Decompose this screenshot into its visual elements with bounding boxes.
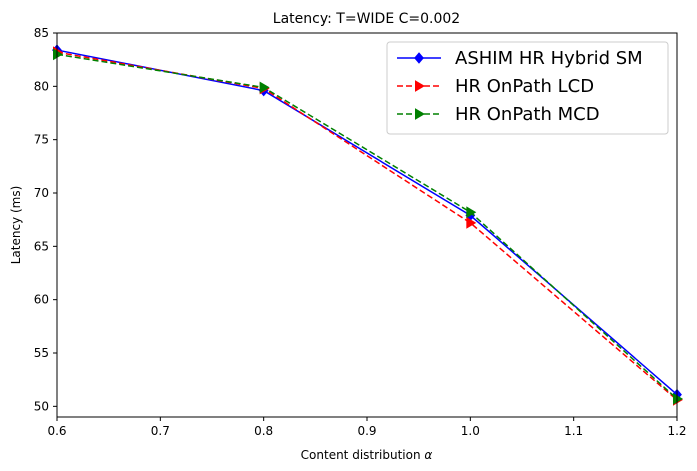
- legend-marker-1: [414, 52, 424, 64]
- x-tick-label: 0.8: [254, 424, 273, 438]
- legend-marker-3: [415, 108, 425, 120]
- legend: ASHIM HR Hybrid SM HR OnPath LCD HR OnPath…: [386, 41, 669, 135]
- legend-box: [386, 41, 669, 135]
- y-tick-label: 85: [34, 26, 49, 40]
- y-tick-label: 60: [34, 293, 49, 307]
- y-tick-label: 65: [34, 239, 49, 253]
- y-tick-label: 80: [34, 79, 49, 93]
- x-tick-label: 0.7: [151, 424, 170, 438]
- legend-marker-2: [415, 80, 425, 92]
- series-line-3: [56, 53, 678, 400]
- chart-title: Latency: T=WIDE C=0.002: [273, 11, 460, 27]
- data-point-2-3: [466, 216, 477, 229]
- x-tick-label: 1.1: [564, 424, 583, 438]
- x-axis-title-text: Content distribution: [301, 448, 421, 462]
- y-tick-label: 75: [34, 133, 49, 147]
- y-tick-label: 55: [34, 346, 49, 360]
- data-point-3-3: [466, 206, 477, 219]
- x-tick-label: 0.6: [47, 424, 66, 438]
- legend-label-1: ASHIM HR Hybrid SM: [455, 48, 643, 69]
- x-axis-title: Content distribution α: [301, 448, 433, 462]
- axes: 0.6 0.7 0.8 0.9 1.0 1.1 1.2 50 55 60 65 70 75 80 85: [34, 26, 687, 438]
- x-tick-label: 1.0: [461, 424, 480, 438]
- data-point-3-2: [259, 81, 270, 94]
- y-tick-label: 50: [34, 399, 49, 413]
- x-axis-title-symbol: α: [424, 448, 432, 462]
- x-tick-label: 1.2: [667, 424, 686, 438]
- data-point-3-4: [673, 392, 683, 405]
- legend-label-3: HR OnPath MCD: [455, 104, 600, 125]
- y-axis-title: Latency (ms): [9, 186, 23, 265]
- y-tick-label: 70: [34, 186, 49, 200]
- data-point-3-1: [53, 48, 63, 61]
- legend-label-2: HR OnPath LCD: [455, 76, 594, 97]
- series-3: [53, 48, 683, 405]
- x-tick-label: 0.9: [357, 424, 376, 438]
